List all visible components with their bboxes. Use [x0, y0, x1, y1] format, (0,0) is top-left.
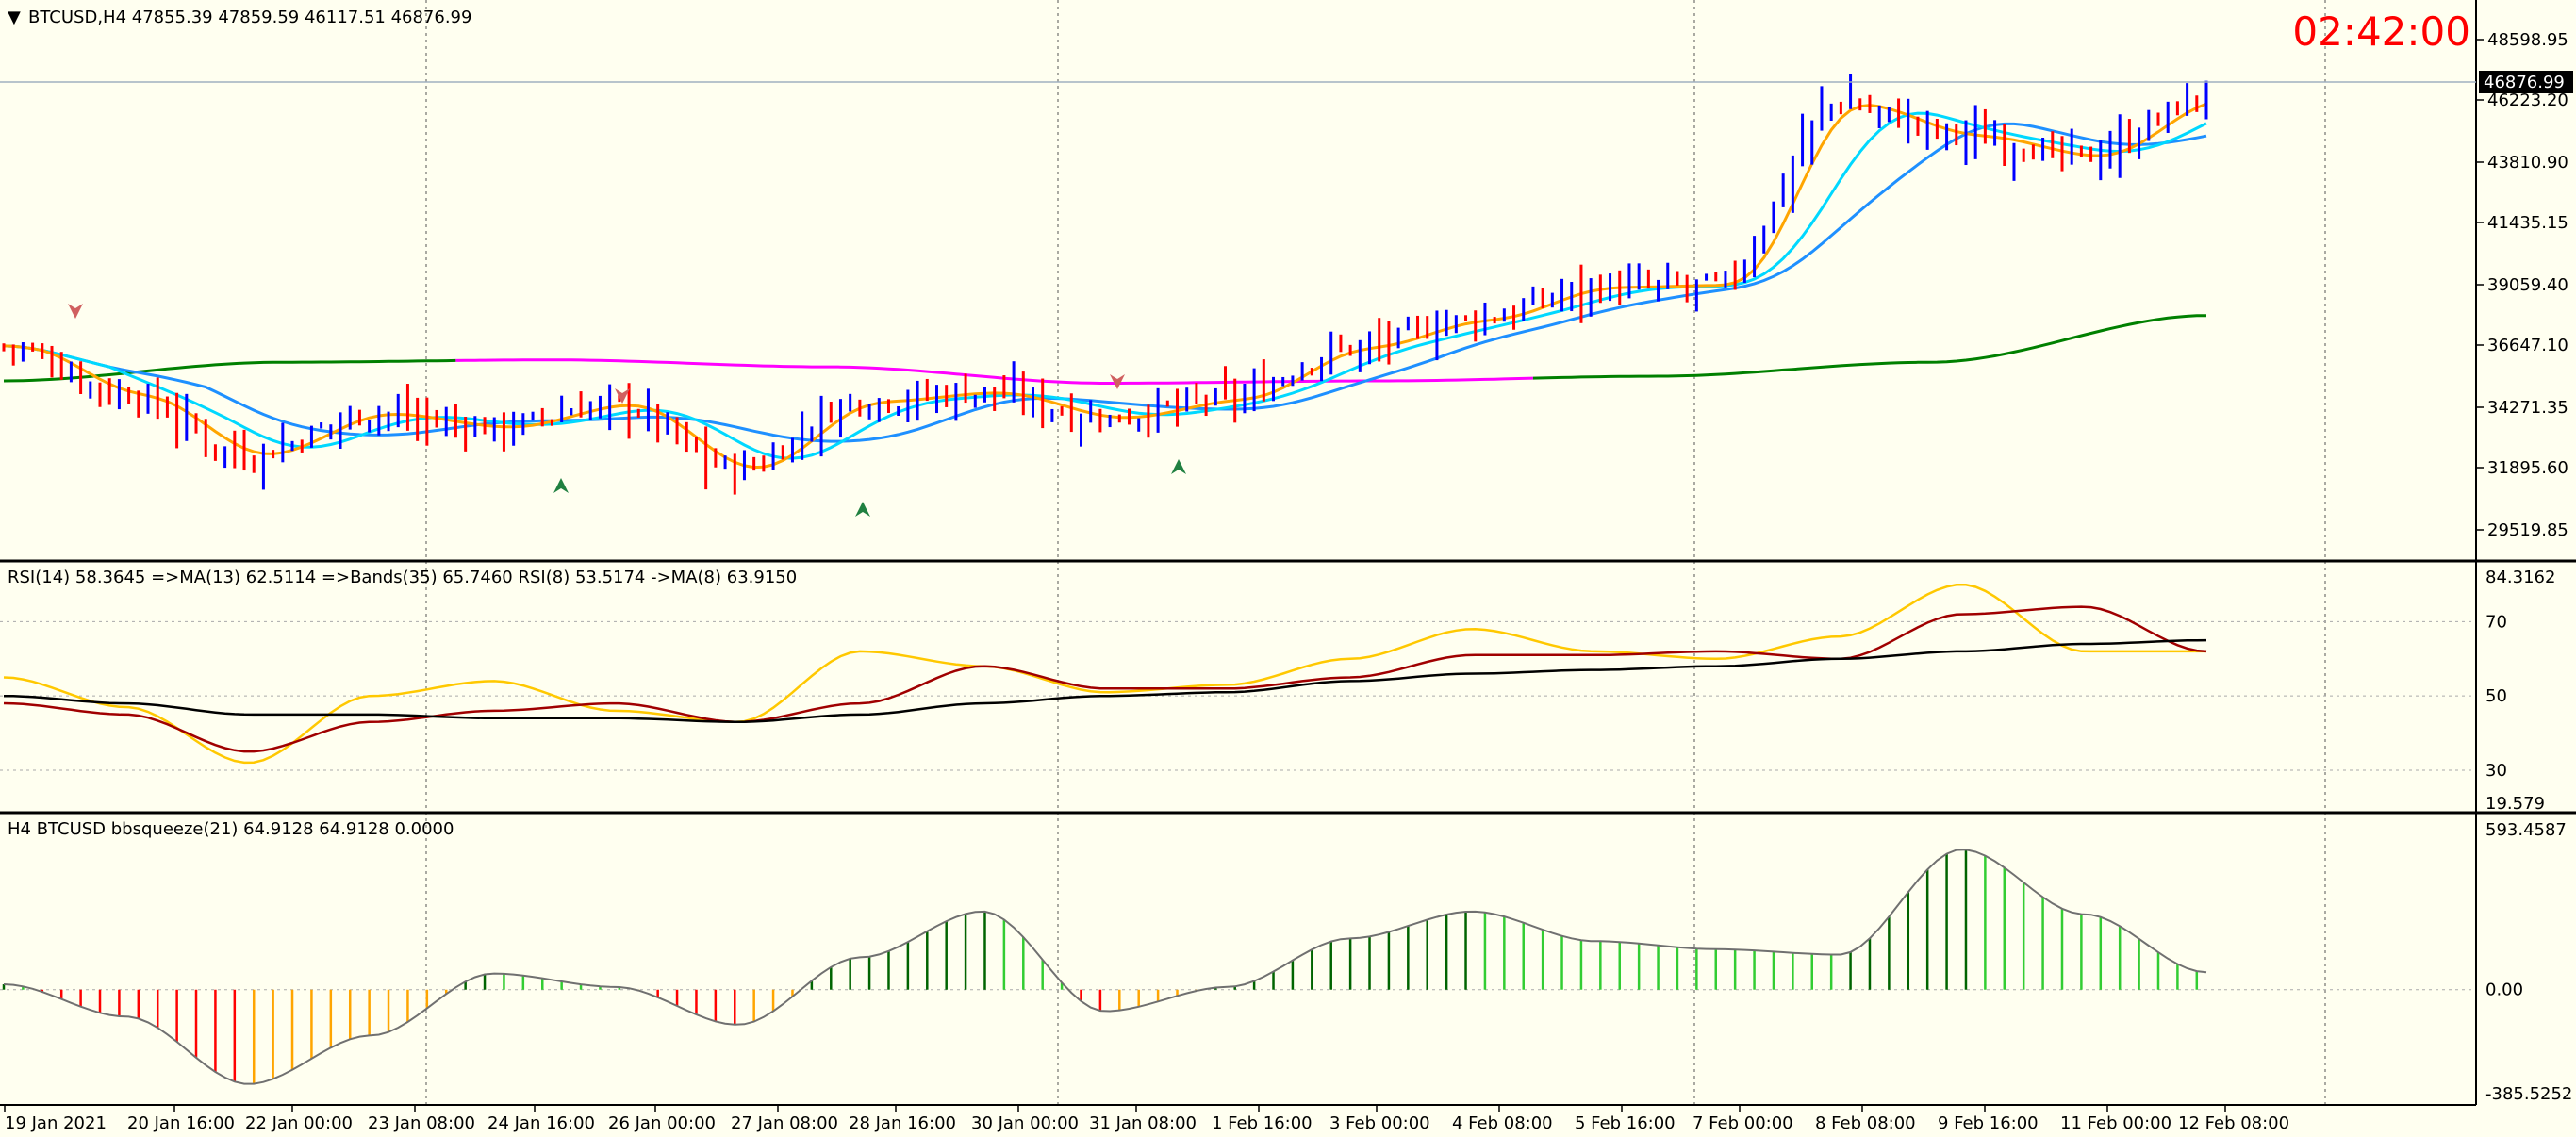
sell-arrow-icon — [1110, 374, 1125, 389]
rsi-tick-label: 30 — [2485, 761, 2507, 781]
current-price-label: 46876.99 — [2484, 73, 2565, 92]
time-tick-label: 24 Jan 16:00 — [487, 1113, 595, 1133]
time-tick-label: 23 Jan 08:00 — [368, 1113, 475, 1133]
time-tick-label: 7 Feb 00:00 — [1693, 1113, 1793, 1133]
time-tick-label: 27 Jan 08:00 — [731, 1113, 838, 1133]
time-tick-label: 5 Feb 16:00 — [1575, 1113, 1676, 1133]
rsi-header: RSI(14) 58.3645 =>MA(13) 62.5114 =>Bands… — [8, 568, 797, 587]
sell-arrow-icon — [68, 304, 83, 319]
time-axis[interactable]: 19 Jan 2021 20 Jan 16:00 22 Jan 00:00 23 Ja… — [4, 1105, 2289, 1133]
price-tick-label: 39059.40 — [2487, 275, 2568, 295]
squeeze-header: H4 BTCUSD bbsqueeze(21) 64.9128 64.9128 … — [8, 819, 454, 839]
squeeze-axis[interactable]: 593.4587 0.00 -385.5252 — [2485, 820, 2572, 1104]
price-bars — [2, 74, 2208, 495]
time-tick-label: 11 Feb 00:00 — [2060, 1113, 2171, 1133]
rsi-panel — [3, 584, 2207, 765]
rsi-tick-label: 19.579 — [2485, 794, 2545, 814]
time-tick-label: 3 Feb 00:00 — [1329, 1113, 1430, 1133]
sell-arrow-icon — [615, 388, 630, 404]
price-tick-label: 46223.20 — [2487, 91, 2568, 110]
buy-arrow-icon — [855, 502, 870, 517]
rsi-line-yellow — [3, 584, 2206, 765]
rsi-tick-label: 70 — [2485, 612, 2507, 632]
squeeze-tick-label: -385.5252 — [2485, 1084, 2572, 1104]
main-header: BTCUSD,H4 47855.39 47859.59 46117.51 468… — [28, 8, 471, 27]
ma-blue — [3, 122, 2207, 443]
time-tick-label: 12 Feb 08:00 — [2178, 1113, 2289, 1133]
price-tick-label: 34271.35 — [2487, 398, 2568, 418]
time-tick-label: 26 Jan 00:00 — [608, 1113, 716, 1133]
price-tick-label: 43810.90 — [2487, 153, 2568, 173]
time-tick-label: 9 Feb 16:00 — [1938, 1113, 2039, 1133]
price-moving-averages — [3, 102, 2207, 470]
time-tick-label: 20 Jan 16:00 — [127, 1113, 235, 1133]
price-panel — [2, 74, 2208, 517]
time-tick-label: 8 Feb 08:00 — [1815, 1113, 1916, 1133]
time-tick-label: 28 Jan 16:00 — [849, 1113, 956, 1133]
ma-cyan — [3, 111, 2207, 460]
time-tick-label: 19 Jan 2021 — [5, 1113, 107, 1133]
current-price-label-box: 46876.99 — [2479, 71, 2573, 93]
countdown-clock: 02:42:00 — [2292, 8, 2470, 55]
price-tick-label: 29519.85 — [2487, 520, 2568, 540]
price-tick-label: 31895.60 — [2487, 458, 2568, 478]
buy-arrow-icon — [553, 478, 569, 493]
buy-arrow-icon — [1171, 459, 1186, 474]
time-tick-label: 31 Jan 08:00 — [1089, 1113, 1197, 1133]
squeeze-envelope — [3, 849, 2207, 1085]
rsi-line-black — [3, 638, 2207, 723]
rsi-tick-label: 84.3162 — [2485, 568, 2555, 587]
price-tick-label: 41435.15 — [2487, 213, 2568, 233]
rsi-tick-label: 50 — [2485, 686, 2507, 706]
time-tick-label: 1 Feb 16:00 — [1212, 1113, 1313, 1133]
squeeze-tick-label: 593.4587 — [2485, 820, 2567, 840]
time-tick-label: 22 Jan 00:00 — [245, 1113, 353, 1133]
price-tick-label: 48598.95 — [2487, 30, 2568, 50]
time-tick-label: 4 Feb 08:00 — [1452, 1113, 1553, 1133]
long-ma-magenta — [455, 358, 1533, 385]
signal-arrows — [68, 304, 1186, 517]
ma-orange — [3, 102, 2207, 470]
long-ma-green — [138, 358, 456, 373]
price-axis[interactable]: 48598.95 46223.20 43810.90 41435.15 39059.40… — [2476, 30, 2568, 540]
time-tick-label: 30 Jan 00:00 — [971, 1113, 1079, 1133]
main-header-triangle[interactable]: ▼ — [8, 8, 21, 27]
squeeze-tick-label: 0.00 — [2485, 980, 2523, 1000]
long-ma-green — [1532, 314, 2207, 380]
price-tick-label: 36647.10 — [2487, 336, 2568, 355]
bbsqueeze-panel — [2, 849, 2207, 1085]
rsi-axis[interactable]: 84.3162 70 50 30 19.579 — [2485, 568, 2555, 814]
